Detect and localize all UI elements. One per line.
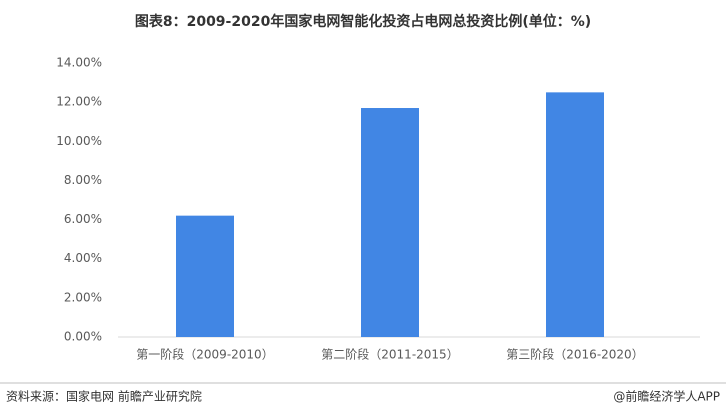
x-tick-label: 第二阶段（2011-2015） — [321, 347, 458, 362]
y-tick-label: 12.00% — [56, 95, 102, 109]
y-tick-label: 2.00% — [64, 290, 102, 304]
source: 资料来源：国家电网 前瞻产业研究院 — [6, 389, 202, 404]
chart-title: 图表8：2009-2020年国家电网智能化投资占电网总投资比例(单位：%) — [135, 13, 591, 30]
y-tick-label: 6.00% — [64, 212, 102, 226]
bar — [176, 215, 234, 337]
credit: @前瞻经济学人APP — [613, 389, 720, 404]
bar — [361, 108, 419, 337]
x-tick-label: 第三阶段（2016-2020） — [506, 347, 643, 362]
y-tick-label: 14.00% — [56, 56, 102, 70]
x-tick-label: 第一阶段（2009-2010） — [136, 347, 273, 362]
y-tick-label: 4.00% — [64, 251, 102, 265]
y-tick-label: 8.00% — [64, 173, 102, 187]
y-tick-label: 10.00% — [56, 134, 102, 148]
y-tick-label: 0.00% — [64, 330, 102, 344]
bar — [546, 92, 604, 337]
